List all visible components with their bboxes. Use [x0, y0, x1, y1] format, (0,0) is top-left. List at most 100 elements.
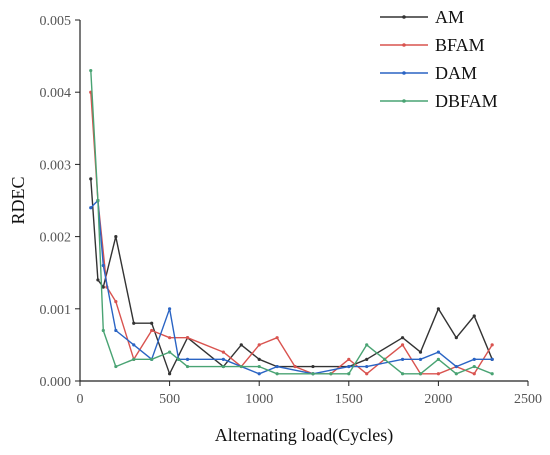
data-point-dbfam — [239, 364, 243, 369]
series-am — [89, 177, 494, 376]
data-point-dbfam — [400, 372, 405, 376]
data-point-bfam — [347, 357, 351, 361]
data-point-am — [132, 321, 136, 325]
data-point-bfam — [275, 336, 279, 340]
series-line-dam — [90, 199, 493, 375]
data-point-dam — [168, 307, 172, 311]
y-tick-label: 0.000 — [40, 375, 72, 390]
legend-label-dam: DAM — [435, 63, 477, 83]
data-point-am — [257, 357, 261, 361]
data-point-dam — [490, 357, 494, 361]
legend-label-dbfam: DBFAM — [435, 91, 498, 111]
data-point-dbfam — [168, 350, 172, 354]
x-axis-title: Alternating load(Cycles) — [215, 425, 393, 446]
data-point-dbfam — [185, 364, 190, 369]
x-tick-label: 500 — [159, 392, 180, 407]
data-point-dbfam — [132, 357, 136, 361]
data-point-am — [436, 307, 440, 311]
data-point-dam — [275, 364, 279, 369]
data-point-am — [365, 357, 369, 361]
data-point-dam — [418, 357, 423, 361]
data-point-dam — [347, 364, 351, 369]
data-point-bfam — [472, 372, 476, 376]
series-line-dbfam — [90, 70, 493, 375]
data-point-am — [168, 372, 172, 376]
legend-label-am: AM — [435, 7, 464, 27]
y-tick-label: 0.004 — [40, 86, 72, 101]
data-point-dam — [436, 350, 440, 354]
axes — [79, 20, 528, 382]
x-tick-label: 1000 — [245, 392, 273, 407]
legend-marker-bfam — [402, 43, 406, 47]
data-point-dam — [400, 357, 405, 361]
data-point-bfam — [168, 336, 172, 340]
legend-marker-dbfam — [402, 99, 406, 103]
data-point-dam — [89, 206, 93, 210]
legend-marker-am — [402, 15, 406, 19]
data-point-dbfam — [221, 364, 225, 369]
data-point-dam — [101, 263, 105, 268]
data-point-bfam — [365, 372, 369, 376]
data-point-am — [101, 285, 105, 289]
series-lines — [89, 68, 494, 376]
y-tick-label: 0.002 — [40, 231, 72, 246]
series-bfam — [89, 90, 494, 376]
data-point-am — [472, 314, 476, 318]
data-point-dam — [221, 357, 225, 361]
data-point-dbfam — [418, 372, 423, 376]
x-tick-label: 0 — [77, 392, 84, 407]
legend-label-bfam: BFAM — [435, 35, 485, 55]
x-tick-label: 2500 — [514, 392, 542, 407]
data-point-dbfam — [257, 364, 261, 369]
data-point-am — [150, 321, 154, 325]
data-point-dbfam — [436, 357, 440, 361]
data-point-am — [418, 350, 423, 354]
y-tick-label: 0.005 — [40, 14, 72, 29]
data-point-dbfam — [89, 68, 93, 73]
data-point-bfam — [400, 343, 405, 347]
data-point-dbfam — [176, 357, 181, 361]
data-point-bfam — [257, 343, 261, 347]
data-point-bfam — [185, 336, 190, 340]
data-point-am — [114, 235, 118, 239]
data-point-dbfam — [311, 372, 315, 376]
data-point-am — [311, 364, 315, 369]
data-point-dbfam — [114, 364, 118, 369]
series-dam — [89, 198, 494, 376]
data-point-am — [239, 343, 243, 347]
data-point-dam — [472, 357, 476, 361]
data-point-am — [454, 336, 458, 340]
data-point-dam — [185, 357, 190, 361]
y-tick-label: 0.001 — [40, 303, 72, 318]
series-line-am — [90, 178, 493, 375]
y-tick-label: 0.003 — [40, 158, 72, 173]
data-point-bfam — [293, 364, 297, 369]
data-point-dam — [132, 343, 136, 347]
data-point-am — [96, 278, 100, 282]
data-point-dbfam — [365, 343, 369, 347]
ticks: 0 500 1000 1500 2000 2500 0.000 0.001 0.002 0.003… — [40, 14, 543, 407]
data-point-dbfam — [454, 372, 458, 376]
data-point-dbfam — [383, 357, 387, 361]
data-point-dam — [365, 364, 369, 369]
x-tick-label: 1500 — [335, 392, 363, 407]
data-point-bfam — [114, 299, 118, 304]
series-line-bfam — [90, 92, 493, 375]
data-point-dbfam — [275, 372, 279, 376]
data-point-bfam — [150, 328, 154, 333]
data-point-bfam — [490, 343, 494, 347]
data-point-dbfam — [101, 328, 105, 333]
x-tick-label: 2000 — [424, 392, 452, 407]
data-point-dbfam — [329, 372, 333, 376]
y-axis-title: RDEC — [8, 176, 28, 224]
data-point-bfam — [436, 372, 440, 376]
data-point-dam — [114, 328, 118, 333]
data-point-am — [89, 177, 93, 181]
data-point-dbfam — [347, 372, 351, 376]
data-point-dam — [454, 364, 458, 369]
data-point-dbfam — [96, 198, 100, 203]
data-point-dbfam — [150, 357, 154, 361]
data-point-am — [400, 336, 405, 340]
